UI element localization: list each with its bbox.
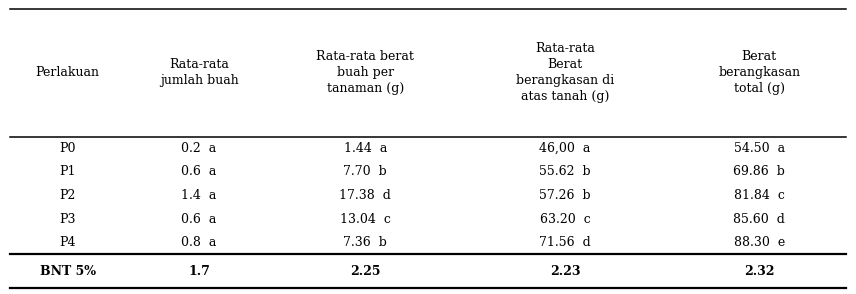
Text: 2.32: 2.32 bbox=[744, 265, 775, 278]
Text: 0.8  a: 0.8 a bbox=[181, 236, 217, 249]
Text: Rata-rata
Berat
berangkasan di
atas tanah (g): Rata-rata Berat berangkasan di atas tana… bbox=[516, 42, 614, 103]
Text: 0.6  a: 0.6 a bbox=[181, 213, 217, 225]
Text: 17.38  d: 17.38 d bbox=[339, 189, 391, 202]
Text: 63.20  c: 63.20 c bbox=[539, 213, 591, 225]
Text: 81.84  c: 81.84 c bbox=[734, 189, 785, 202]
Text: 85.60  d: 85.60 d bbox=[734, 213, 785, 225]
Text: 69.86  b: 69.86 b bbox=[734, 166, 785, 178]
Text: 1.4  a: 1.4 a bbox=[181, 189, 217, 202]
Text: 1.44  a: 1.44 a bbox=[343, 142, 387, 155]
Text: 46,00  a: 46,00 a bbox=[539, 142, 591, 155]
Text: 55.62  b: 55.62 b bbox=[539, 166, 591, 178]
Text: 0.6  a: 0.6 a bbox=[181, 166, 217, 178]
Text: P2: P2 bbox=[59, 189, 75, 202]
Text: Perlakuan: Perlakuan bbox=[35, 66, 99, 79]
Text: P3: P3 bbox=[59, 213, 75, 225]
Text: Berat
berangkasan
total (g): Berat berangkasan total (g) bbox=[718, 50, 800, 95]
Text: 7.36  b: 7.36 b bbox=[343, 236, 387, 249]
Text: Rata-rata berat
buah per
tanaman (g): Rata-rata berat buah per tanaman (g) bbox=[317, 50, 414, 95]
Text: P4: P4 bbox=[59, 236, 75, 249]
Text: 71.56  d: 71.56 d bbox=[539, 236, 591, 249]
Text: 0.2  a: 0.2 a bbox=[181, 142, 217, 155]
Text: 57.26  b: 57.26 b bbox=[539, 189, 591, 202]
Text: BNT 5%: BNT 5% bbox=[39, 265, 96, 278]
Text: 1.7: 1.7 bbox=[188, 265, 210, 278]
Text: Rata-rata
jumlah buah: Rata-rata jumlah buah bbox=[160, 58, 239, 87]
Text: 54.50  a: 54.50 a bbox=[734, 142, 785, 155]
Text: 2.23: 2.23 bbox=[550, 265, 580, 278]
Text: 7.70  b: 7.70 b bbox=[343, 166, 387, 178]
Text: P0: P0 bbox=[59, 142, 75, 155]
Text: 2.25: 2.25 bbox=[350, 265, 381, 278]
Text: 13.04  c: 13.04 c bbox=[340, 213, 391, 225]
Text: P1: P1 bbox=[59, 166, 75, 178]
Text: 88.30  e: 88.30 e bbox=[734, 236, 785, 249]
